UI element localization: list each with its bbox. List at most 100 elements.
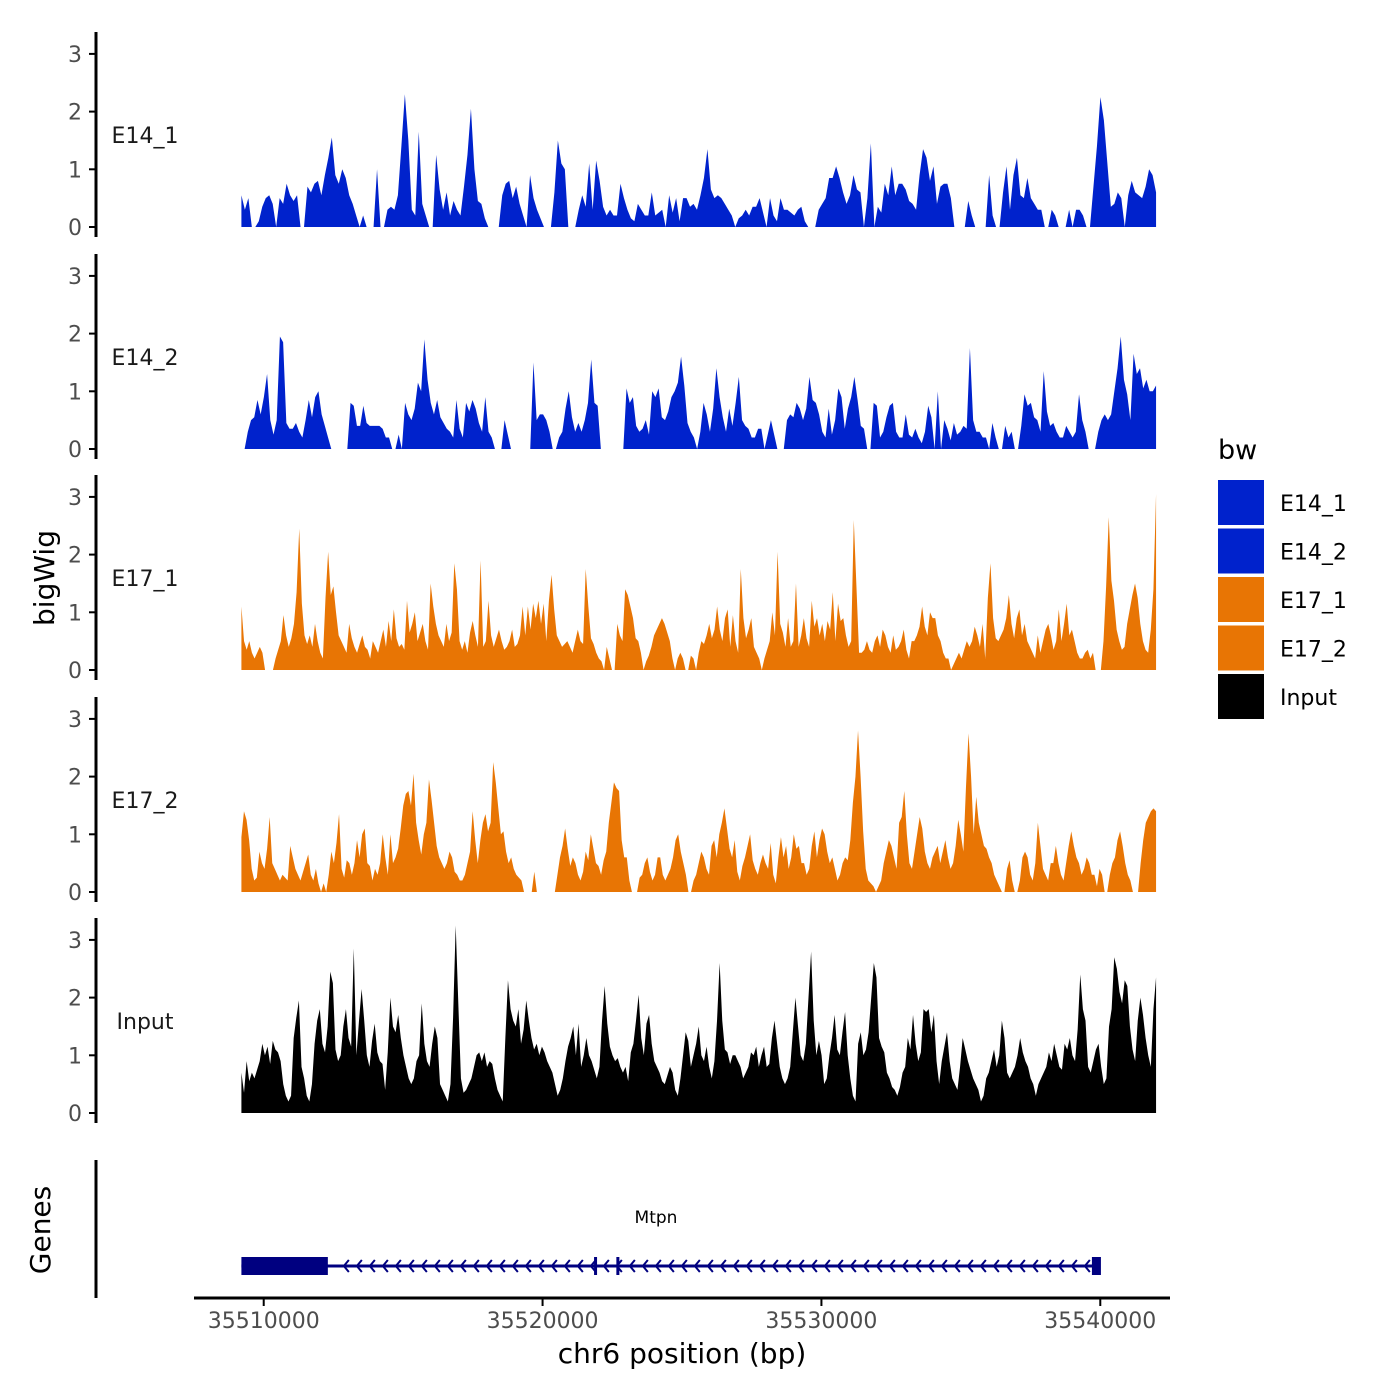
gene-strand-arrow xyxy=(498,1259,506,1273)
gene-strand-arrow xyxy=(810,1259,818,1273)
gene-strand-arrow xyxy=(1018,1259,1026,1273)
gene-strand-arrow xyxy=(732,1259,740,1273)
gene-strand-arrow xyxy=(407,1259,415,1273)
gene-strand-arrow xyxy=(940,1259,948,1273)
legend-key-E17_1 xyxy=(1218,577,1264,622)
y-tick-label-E17_1-0: 0 xyxy=(68,659,82,684)
track-E14_1: 0 1 2 3 E14_1 xyxy=(68,32,1157,241)
gene-strand-arrow xyxy=(550,1259,558,1273)
gene-strand-arrow xyxy=(862,1259,870,1273)
gene-track: Genes Mtpn xyxy=(24,1160,1101,1298)
track-E17_1: 0 1 2 3 E17_1 xyxy=(68,475,1157,684)
legend-label-E14_2: E14_2 xyxy=(1280,541,1347,566)
track-label-E17_2: E17_2 xyxy=(112,789,179,814)
genes-axis-title: Genes xyxy=(24,1186,57,1274)
x-tick-label-3: 35540000 xyxy=(1044,1309,1156,1334)
gene-strand-arrow xyxy=(706,1259,714,1273)
y-tick-label-E14_1-2: 2 xyxy=(68,101,82,126)
tracks-layer: 0 1 2 3 E14_1 0 1 2 3 E14_2 0 1 2 3 E17_1 0 1 2 3 E17_2 0 1 2 3… xyxy=(68,32,1157,1127)
y-tick-label-E17_1-1: 1 xyxy=(68,601,82,626)
gene-strand-arrow xyxy=(355,1259,363,1273)
gene-strand-arrow xyxy=(381,1259,389,1273)
legend-label-E17_1: E17_1 xyxy=(1280,589,1347,614)
legend-label-E14_1: E14_1 xyxy=(1280,492,1347,517)
gene-exon-minor-1 xyxy=(594,1257,598,1275)
gene-strand-arrow xyxy=(1083,1259,1091,1273)
gene-strand-arrow xyxy=(654,1259,662,1273)
gene-strand-arrow xyxy=(563,1259,571,1273)
gene-strand-arrow xyxy=(1070,1259,1078,1273)
gene-strand-arrow xyxy=(693,1259,701,1273)
gene-strand-arrow xyxy=(433,1259,441,1273)
gene-strand-arrow xyxy=(576,1259,584,1273)
y-tick-label-E14_2-1: 1 xyxy=(68,380,82,405)
gene-strand-arrow xyxy=(667,1259,675,1273)
legend-key-E14_1 xyxy=(1218,480,1264,525)
x-axis: chr6 position (bp) 35510000 35520000 35530… xyxy=(194,1296,1170,1370)
gene-strand-arrow xyxy=(953,1259,961,1273)
legend-title: bw xyxy=(1218,435,1257,466)
gene-strand-arrow xyxy=(1031,1259,1039,1273)
y-tick-label-E14_2-3: 3 xyxy=(68,265,82,290)
signal-area-E17_2 xyxy=(241,730,1157,892)
y-tick-label-E17_2-1: 1 xyxy=(68,823,82,848)
gene-strand-arrow xyxy=(927,1259,935,1273)
gene-strand-arrow xyxy=(719,1259,727,1273)
y-tick-label-E14_2-2: 2 xyxy=(68,323,82,348)
gene-strand-arrow xyxy=(1005,1259,1013,1273)
y-axis-title: bigWig xyxy=(28,530,61,626)
y-tick-label-E17_2-3: 3 xyxy=(68,708,82,733)
gene-strand-arrow xyxy=(992,1259,1000,1273)
gene-strand-arrow xyxy=(797,1259,805,1273)
gene-strand-arrow xyxy=(1044,1259,1052,1273)
gene-strand-arrow xyxy=(459,1259,467,1273)
signal-area-E14_1 xyxy=(241,94,1157,227)
legend-label-Input: Input xyxy=(1280,686,1337,711)
y-tick-label-E17_2-2: 2 xyxy=(68,766,82,791)
gene-strand-arrow xyxy=(368,1259,376,1273)
gene-strand-arrow xyxy=(836,1259,844,1273)
y-tick-label-E14_2-0: 0 xyxy=(68,438,82,463)
legend: bw E14_1 E14_2 E17_1 E17_2 Input xyxy=(1218,435,1347,719)
track-label-E17_1: E17_1 xyxy=(112,567,179,592)
gene-strand-arrow xyxy=(485,1259,493,1273)
y-tick-label-E14_1-3: 3 xyxy=(68,43,82,68)
y-tick-label-Input-3: 3 xyxy=(68,929,82,954)
gene-strand-arrow xyxy=(784,1259,792,1273)
gene-exon-minor-2 xyxy=(616,1257,620,1275)
track-E14_2: 0 1 2 3 E14_2 xyxy=(68,254,1157,463)
legend-key-E14_2 xyxy=(1218,528,1264,574)
y-tick-label-E17_2-0: 0 xyxy=(68,881,82,906)
gene-strand-arrow xyxy=(888,1259,896,1273)
gene-exon-block-1 xyxy=(241,1257,328,1275)
x-tick-label-0: 35510000 xyxy=(208,1309,320,1334)
gene-strand-arrow xyxy=(511,1259,519,1273)
y-tick-label-E17_1-2: 2 xyxy=(68,544,82,569)
track-label-Input: Input xyxy=(117,1010,174,1035)
y-tick-label-Input-1: 1 xyxy=(68,1044,82,1069)
track-Input: 0 1 2 3 Input xyxy=(68,918,1157,1127)
gene-strand-arrow xyxy=(758,1259,766,1273)
track-label-E14_1: E14_1 xyxy=(112,124,179,149)
x-tick-label-1: 35520000 xyxy=(487,1309,599,1334)
gene-strand-arrow xyxy=(420,1259,428,1273)
gene-strand-arrow xyxy=(875,1259,883,1273)
y-tick-label-Input-0: 0 xyxy=(68,1102,82,1127)
y-tick-label-Input-2: 2 xyxy=(68,987,82,1012)
gene-exon-block-2 xyxy=(1091,1257,1101,1275)
y-tick-label-E14_1-1: 1 xyxy=(68,158,82,183)
x-axis-title: chr6 position (bp) xyxy=(558,1337,807,1370)
signal-area-E17_1 xyxy=(241,494,1157,670)
gene-strand-arrow xyxy=(446,1259,454,1273)
gene-strand-arrow xyxy=(394,1259,402,1273)
gene-strand-arrow xyxy=(628,1259,636,1273)
gene-strand-arrow xyxy=(979,1259,987,1273)
track-E17_2: 0 1 2 3 E17_2 xyxy=(68,697,1157,906)
gene-strand-arrow xyxy=(823,1259,831,1273)
gene-strand-arrow xyxy=(602,1259,610,1273)
signal-area-Input xyxy=(241,925,1157,1113)
gene-strand-arrow xyxy=(849,1259,857,1273)
gene-strand-arrow xyxy=(966,1259,974,1273)
y-tick-label-E17_1-3: 3 xyxy=(68,486,82,511)
